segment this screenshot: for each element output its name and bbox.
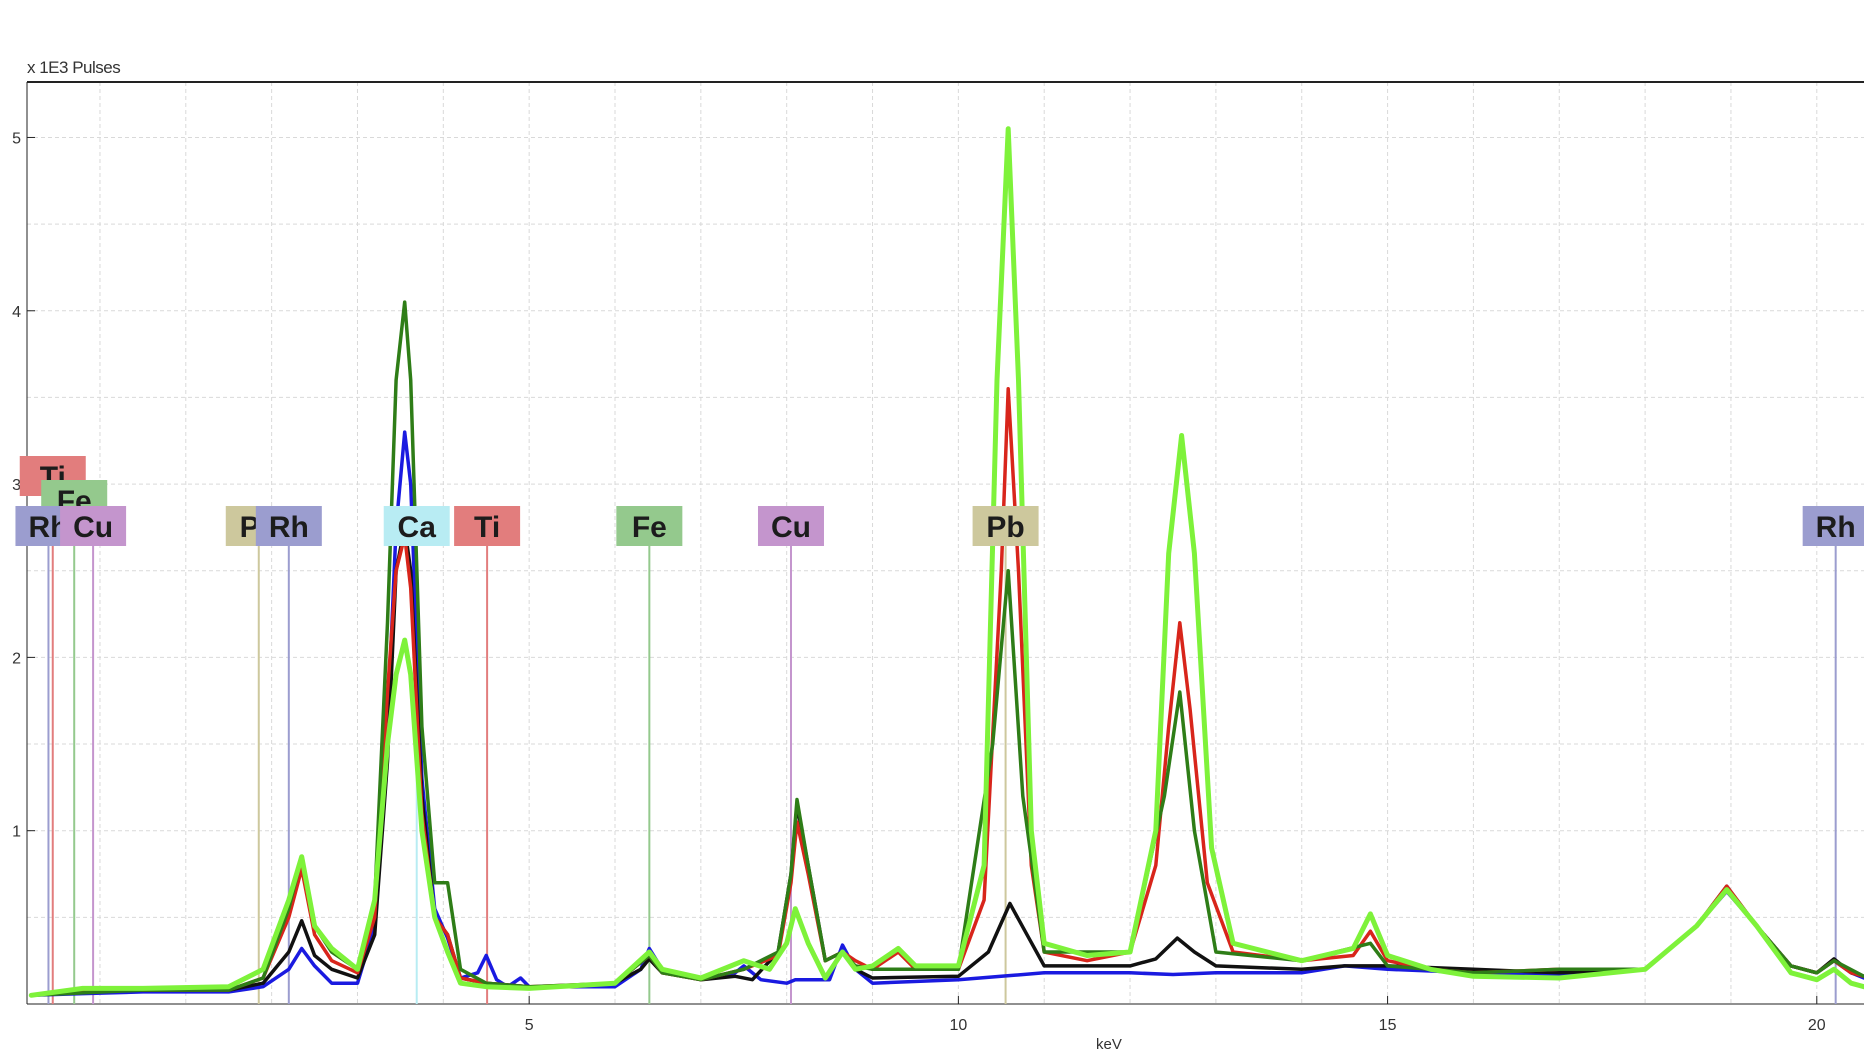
y-axis-unit-label: x 1E3 Pulses bbox=[27, 58, 121, 77]
element-label-text: Rh bbox=[1816, 511, 1856, 544]
x-tick-label: 20 bbox=[1808, 1017, 1826, 1034]
element-label-box bbox=[454, 506, 521, 546]
spectrum-series-line bbox=[28, 126, 1864, 998]
element-label-text: Fe bbox=[632, 511, 667, 544]
element-label-box bbox=[255, 506, 322, 546]
spectrum-series-line bbox=[29, 387, 1864, 998]
element-label-box bbox=[383, 506, 450, 546]
element-label-box bbox=[1802, 506, 1864, 546]
y-tick-label: 3 bbox=[12, 477, 21, 494]
x-axis-label: keV bbox=[1096, 1036, 1122, 1053]
element-label-text: Cu bbox=[771, 511, 811, 544]
y-tick-label: 5 bbox=[12, 130, 21, 147]
x-tick-label: 5 bbox=[525, 1017, 534, 1034]
element-label-box bbox=[616, 506, 683, 546]
element-label-text: Pb bbox=[986, 511, 1024, 544]
element-label-box bbox=[60, 506, 127, 546]
y-tick-label: 2 bbox=[12, 650, 21, 667]
spectrum-series-line bbox=[29, 525, 1864, 998]
element-label-box bbox=[972, 506, 1039, 546]
y-tick-label: 1 bbox=[12, 824, 21, 841]
element-label-box bbox=[757, 506, 824, 546]
element-label-text: Rh bbox=[269, 511, 309, 544]
y-tick-label: 4 bbox=[12, 304, 21, 321]
x-tick-label: 10 bbox=[949, 1017, 967, 1034]
element-label-text: Ti bbox=[474, 511, 500, 544]
x-tick-label: 15 bbox=[1379, 1017, 1397, 1034]
element-label-text: Cu bbox=[73, 511, 113, 544]
element-label-text: Ca bbox=[398, 511, 437, 544]
